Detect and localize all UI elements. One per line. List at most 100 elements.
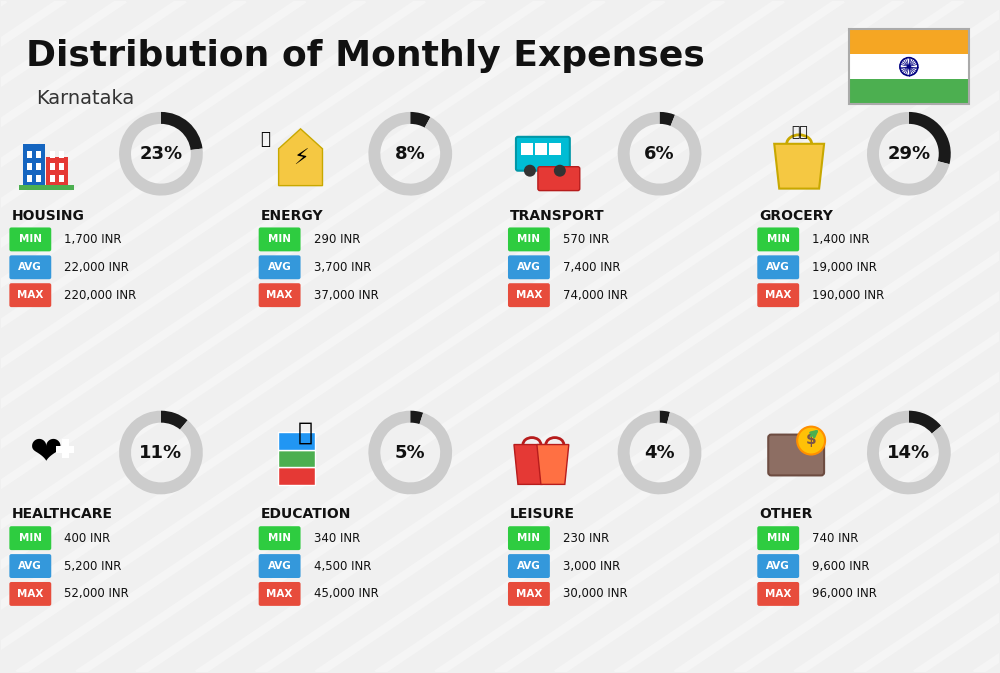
- FancyBboxPatch shape: [36, 163, 41, 170]
- Text: 6%: 6%: [644, 145, 675, 163]
- FancyBboxPatch shape: [19, 184, 74, 190]
- Text: AVG: AVG: [18, 561, 42, 571]
- FancyBboxPatch shape: [23, 144, 45, 188]
- FancyBboxPatch shape: [508, 227, 550, 251]
- Text: 23%: 23%: [139, 145, 183, 163]
- Text: 52,000 INR: 52,000 INR: [64, 588, 129, 600]
- FancyBboxPatch shape: [50, 175, 55, 182]
- Text: 290 INR: 290 INR: [314, 233, 360, 246]
- FancyBboxPatch shape: [538, 167, 580, 190]
- Polygon shape: [774, 144, 824, 188]
- Wedge shape: [867, 112, 949, 196]
- FancyBboxPatch shape: [9, 554, 51, 578]
- Wedge shape: [161, 411, 188, 429]
- FancyBboxPatch shape: [59, 151, 64, 157]
- Wedge shape: [618, 112, 701, 196]
- Text: MIN: MIN: [268, 533, 291, 543]
- Text: 29%: 29%: [887, 145, 930, 163]
- Text: 45,000 INR: 45,000 INR: [314, 588, 378, 600]
- Text: HEALTHCARE: HEALTHCARE: [11, 507, 112, 522]
- Text: AVG: AVG: [268, 561, 291, 571]
- FancyBboxPatch shape: [259, 582, 301, 606]
- Text: GROCERY: GROCERY: [759, 209, 833, 223]
- FancyBboxPatch shape: [757, 255, 799, 279]
- Text: MIN: MIN: [767, 533, 790, 543]
- Text: 37,000 INR: 37,000 INR: [314, 289, 378, 302]
- FancyBboxPatch shape: [757, 582, 799, 606]
- Text: 1,700 INR: 1,700 INR: [64, 233, 122, 246]
- FancyBboxPatch shape: [757, 526, 799, 550]
- FancyBboxPatch shape: [27, 151, 32, 157]
- Text: MIN: MIN: [19, 533, 42, 543]
- Text: ⚡: ⚡: [293, 149, 308, 169]
- FancyBboxPatch shape: [9, 227, 51, 251]
- FancyBboxPatch shape: [27, 175, 32, 182]
- Text: ❤️: ❤️: [30, 433, 63, 472]
- FancyBboxPatch shape: [516, 137, 570, 171]
- FancyBboxPatch shape: [849, 54, 969, 79]
- Text: 96,000 INR: 96,000 INR: [812, 588, 877, 600]
- Text: 19,000 INR: 19,000 INR: [812, 260, 877, 274]
- FancyBboxPatch shape: [278, 431, 315, 450]
- Text: 8%: 8%: [395, 145, 426, 163]
- Text: AVG: AVG: [766, 262, 790, 273]
- Text: MIN: MIN: [517, 234, 540, 244]
- Text: 74,000 INR: 74,000 INR: [563, 289, 628, 302]
- FancyBboxPatch shape: [757, 554, 799, 578]
- Text: MAX: MAX: [17, 290, 43, 300]
- Text: 11%: 11%: [139, 444, 183, 462]
- Polygon shape: [279, 129, 322, 186]
- Text: 7,400 INR: 7,400 INR: [563, 260, 620, 274]
- Text: Distribution of Monthly Expenses: Distribution of Monthly Expenses: [26, 39, 705, 73]
- Text: MIN: MIN: [767, 234, 790, 244]
- Text: 740 INR: 740 INR: [812, 532, 859, 544]
- Text: 340 INR: 340 INR: [314, 532, 360, 544]
- Wedge shape: [410, 411, 423, 424]
- Text: MAX: MAX: [516, 589, 542, 599]
- Wedge shape: [161, 112, 202, 150]
- Text: 230 INR: 230 INR: [563, 532, 609, 544]
- FancyBboxPatch shape: [46, 157, 68, 188]
- FancyBboxPatch shape: [757, 227, 799, 251]
- Circle shape: [907, 65, 911, 69]
- Text: 4,500 INR: 4,500 INR: [314, 559, 371, 573]
- FancyBboxPatch shape: [549, 143, 561, 155]
- Text: 🔌: 🔌: [261, 130, 271, 148]
- Text: AVG: AVG: [517, 262, 541, 273]
- Text: LEISURE: LEISURE: [510, 507, 575, 522]
- FancyBboxPatch shape: [535, 143, 547, 155]
- Text: 220,000 INR: 220,000 INR: [64, 289, 136, 302]
- FancyBboxPatch shape: [36, 175, 41, 182]
- Text: HOUSING: HOUSING: [11, 209, 84, 223]
- Wedge shape: [909, 411, 941, 433]
- FancyBboxPatch shape: [27, 163, 32, 170]
- Text: EDUCATION: EDUCATION: [261, 507, 351, 522]
- Text: 🎓: 🎓: [298, 421, 313, 445]
- Text: MAX: MAX: [266, 290, 293, 300]
- Circle shape: [797, 427, 825, 454]
- FancyBboxPatch shape: [757, 283, 799, 307]
- Text: MAX: MAX: [516, 290, 542, 300]
- FancyBboxPatch shape: [50, 163, 55, 170]
- Text: 14%: 14%: [887, 444, 930, 462]
- FancyBboxPatch shape: [768, 435, 824, 475]
- Wedge shape: [119, 411, 203, 495]
- FancyBboxPatch shape: [278, 468, 315, 485]
- Text: $: $: [806, 432, 816, 447]
- Text: 30,000 INR: 30,000 INR: [563, 588, 627, 600]
- Text: MIN: MIN: [268, 234, 291, 244]
- FancyBboxPatch shape: [9, 283, 51, 307]
- FancyBboxPatch shape: [849, 29, 969, 54]
- Text: MAX: MAX: [17, 589, 43, 599]
- Text: 570 INR: 570 INR: [563, 233, 609, 246]
- FancyBboxPatch shape: [9, 582, 51, 606]
- Text: 3,000 INR: 3,000 INR: [563, 559, 620, 573]
- Text: 9,600 INR: 9,600 INR: [812, 559, 870, 573]
- Text: 22,000 INR: 22,000 INR: [64, 260, 129, 274]
- FancyBboxPatch shape: [508, 283, 550, 307]
- FancyBboxPatch shape: [508, 526, 550, 550]
- Wedge shape: [867, 411, 951, 495]
- Text: AVG: AVG: [18, 262, 42, 273]
- FancyBboxPatch shape: [62, 439, 69, 458]
- Polygon shape: [537, 445, 569, 485]
